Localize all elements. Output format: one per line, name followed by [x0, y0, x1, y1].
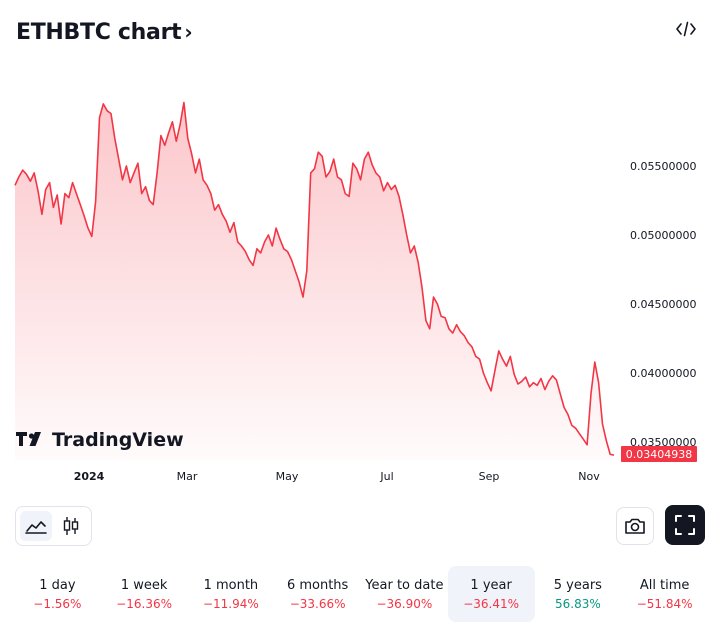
chevron-right-icon[interactable]: ›	[184, 20, 193, 44]
period-label: Year to date	[365, 577, 444, 593]
period-change: −36.41%	[463, 596, 520, 611]
period-label: 1 year	[470, 577, 512, 593]
price-axis: 0.05500000 0.05000000 0.04500000 0.04000000…	[630, 160, 696, 449]
period-label: 5 years	[553, 577, 602, 593]
period-label: 1 day	[39, 577, 76, 593]
price-area-fill	[15, 102, 614, 460]
price-line	[14, 101, 615, 456]
fullscreen-icon[interactable]	[665, 505, 705, 545]
tradingview-logo-icon	[16, 432, 41, 446]
period-change: −1.56%	[33, 596, 82, 611]
period-tab[interactable]: 1 year −36.41%	[447, 566, 535, 622]
period-tab[interactable]: 1 month −11.94%	[188, 566, 275, 622]
current-price-label: 0.03404938	[621, 446, 697, 462]
period-change: −11.94%	[202, 596, 259, 611]
price-chart-svg[interactable]: 0.05500000 0.05000000 0.04500000 0.04000000…	[0, 60, 713, 490]
period-tab[interactable]: 1 week −16.36%	[101, 566, 188, 622]
time-axis: 2024 Mar May Jul Sep Nov	[74, 470, 601, 483]
price-tick-label: 0.05000000	[630, 229, 696, 242]
price-tick-label: 0.04500000	[630, 298, 696, 311]
period-selector: 1 day −1.56% 1 week −16.36% 1 month −11.94% 6 …	[14, 566, 708, 622]
period-change: −51.84%	[636, 596, 693, 611]
period-label: 1 week	[120, 577, 168, 593]
period-label: 1 month	[203, 577, 259, 593]
period-tab[interactable]: 5 years 56.83%	[535, 566, 622, 622]
current-price-value: 0.03404938	[626, 448, 692, 461]
price-chart[interactable]: 0.05500000 0.05000000 0.04500000 0.04000000…	[0, 60, 713, 490]
chart-header: ETHBTC chart ›	[16, 16, 193, 48]
period-label: 6 months	[286, 577, 349, 593]
period-change: −16.36%	[116, 596, 173, 611]
price-tick-label: 0.03500000	[630, 436, 696, 449]
tradingview-wordmark: TradingView	[52, 429, 184, 451]
area-chart-icon[interactable]	[20, 511, 52, 541]
period-change: −36.90%	[376, 596, 433, 611]
chart-title[interactable]: ETHBTC chart	[16, 19, 182, 45]
time-tick-label: 2024	[74, 470, 105, 483]
time-tick-label: Nov	[578, 470, 600, 483]
code-embed-icon[interactable]	[673, 18, 699, 40]
time-tick-label: Mar	[177, 470, 198, 483]
period-change: 56.83%	[554, 596, 601, 611]
period-label: All time	[639, 577, 690, 593]
time-tick-label: May	[276, 470, 299, 483]
period-tab[interactable]: 1 day −1.56%	[14, 566, 101, 622]
period-tab[interactable]: Year to date −36.90%	[361, 566, 448, 622]
period-change: −33.66%	[289, 596, 346, 611]
period-tab[interactable]: 6 months −33.66%	[274, 566, 361, 622]
price-tick-label: 0.04000000	[630, 367, 696, 380]
time-tick-label: Sep	[479, 470, 500, 483]
time-tick-label: Jul	[379, 470, 393, 483]
period-tab[interactable]: All time −51.84%	[621, 566, 708, 622]
candlestick-icon[interactable]	[56, 511, 88, 541]
camera-icon[interactable]	[616, 507, 654, 545]
chart-style-toolbar	[15, 506, 92, 546]
price-tick-label: 0.05500000	[630, 160, 696, 173]
tradingview-watermark: TradingView	[16, 429, 184, 451]
